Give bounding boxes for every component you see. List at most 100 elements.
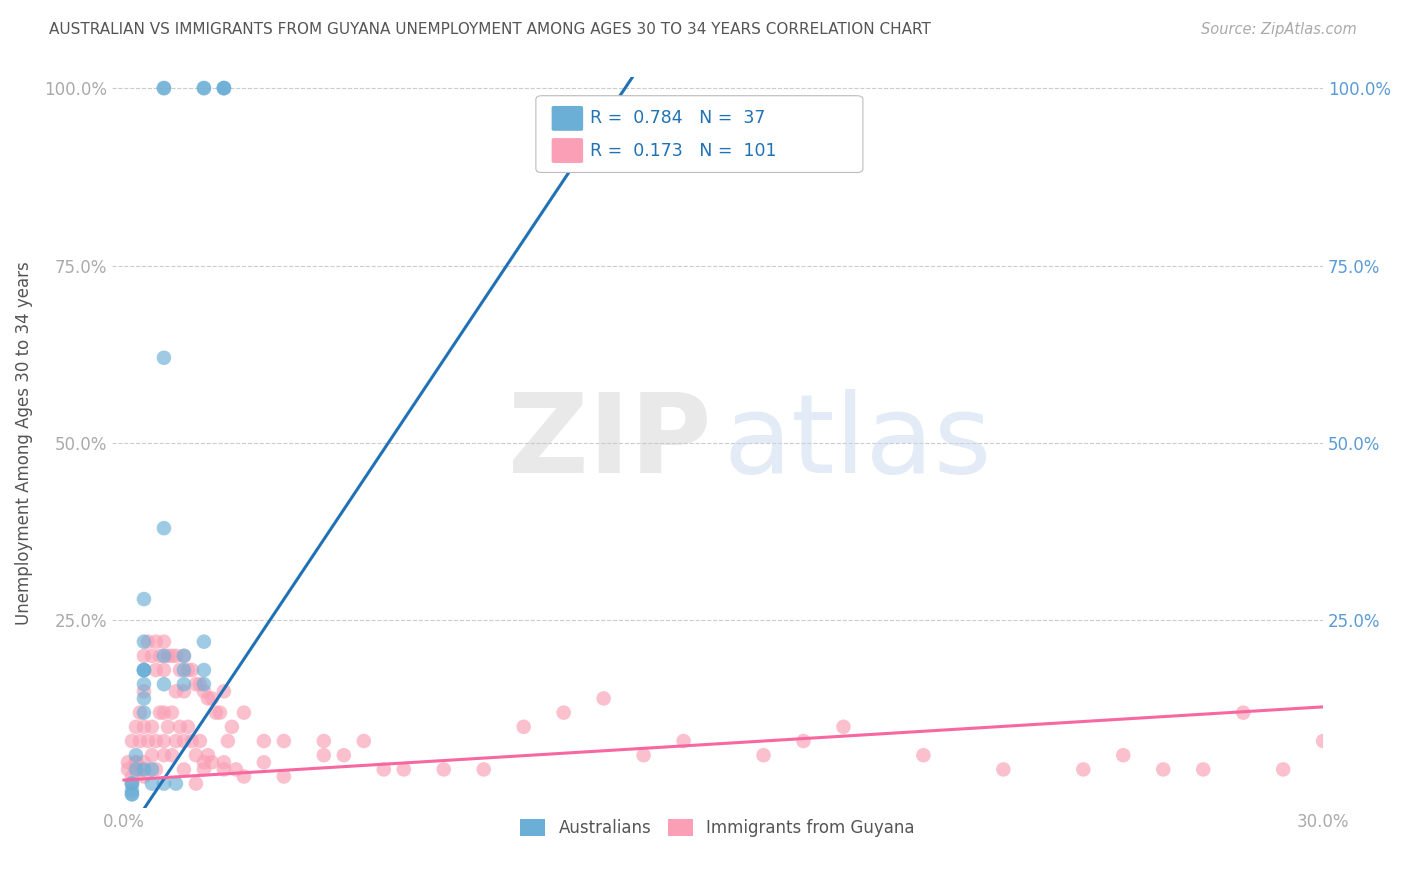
Point	[121, 776, 143, 790]
Point	[193, 756, 215, 770]
Point	[145, 634, 167, 648]
Point	[993, 763, 1015, 777]
Point	[173, 648, 195, 663]
Point	[333, 748, 356, 763]
Point	[312, 734, 335, 748]
Point	[141, 720, 163, 734]
Point	[180, 734, 202, 748]
Point	[153, 521, 176, 535]
Point	[221, 720, 243, 734]
Point	[792, 734, 814, 748]
Point	[253, 734, 276, 748]
Point	[149, 648, 172, 663]
Point	[212, 81, 235, 95]
Point	[184, 748, 207, 763]
Point	[132, 663, 155, 677]
FancyBboxPatch shape	[551, 138, 583, 163]
Point	[193, 634, 215, 648]
Point	[121, 776, 143, 790]
Point	[212, 81, 235, 95]
Point	[141, 748, 163, 763]
Point	[193, 81, 215, 95]
Point	[165, 648, 187, 663]
Point	[177, 663, 200, 677]
Point	[193, 684, 215, 698]
FancyBboxPatch shape	[551, 106, 583, 131]
Point	[173, 677, 195, 691]
Point	[121, 770, 143, 784]
Point	[201, 691, 224, 706]
Point	[193, 663, 215, 677]
Point	[132, 706, 155, 720]
Text: Source: ZipAtlas.com: Source: ZipAtlas.com	[1201, 22, 1357, 37]
Point	[193, 81, 215, 95]
Point	[132, 720, 155, 734]
Point	[633, 748, 655, 763]
Point	[132, 763, 155, 777]
Point	[197, 748, 219, 763]
Point	[132, 648, 155, 663]
Point	[145, 663, 167, 677]
Point	[592, 691, 614, 706]
Text: AUSTRALIAN VS IMMIGRANTS FROM GUYANA UNEMPLOYMENT AMONG AGES 30 TO 34 YEARS CORR: AUSTRALIAN VS IMMIGRANTS FROM GUYANA UNE…	[49, 22, 931, 37]
Point	[188, 734, 211, 748]
Point	[201, 756, 224, 770]
Point	[169, 663, 191, 677]
Point	[153, 748, 176, 763]
Point	[392, 763, 415, 777]
Legend: Australians, Immigrants from Guyana: Australians, Immigrants from Guyana	[513, 813, 921, 844]
Point	[173, 684, 195, 698]
Point	[232, 706, 254, 720]
Point	[153, 81, 176, 95]
Point	[180, 663, 202, 677]
Point	[1112, 748, 1135, 763]
Point	[136, 634, 159, 648]
Point	[1071, 763, 1094, 777]
Point	[153, 634, 176, 648]
Point	[160, 706, 183, 720]
Point	[117, 763, 139, 777]
Point	[1232, 706, 1254, 720]
Point	[433, 763, 456, 777]
Point	[132, 634, 155, 648]
Point	[132, 691, 155, 706]
Point	[832, 720, 855, 734]
Point	[353, 734, 375, 748]
Point	[129, 706, 152, 720]
Point	[184, 677, 207, 691]
Point	[217, 734, 239, 748]
Point	[173, 734, 195, 748]
Point	[153, 706, 176, 720]
Text: atlas: atlas	[724, 390, 993, 497]
Point	[125, 763, 148, 777]
Point	[160, 648, 183, 663]
Point	[132, 592, 155, 607]
Point	[273, 770, 295, 784]
Point	[212, 763, 235, 777]
Point	[184, 776, 207, 790]
Point	[1152, 763, 1174, 777]
Point	[125, 748, 148, 763]
Point	[1312, 734, 1334, 748]
Point	[153, 776, 176, 790]
Point	[373, 763, 395, 777]
Point	[153, 81, 176, 95]
Point	[132, 663, 155, 677]
Point	[1192, 763, 1215, 777]
Point	[149, 706, 172, 720]
Point	[672, 734, 695, 748]
Point	[512, 720, 534, 734]
Point	[232, 770, 254, 784]
Point	[117, 756, 139, 770]
Point	[253, 756, 276, 770]
Point	[125, 756, 148, 770]
Point	[121, 734, 143, 748]
Point	[165, 776, 187, 790]
Point	[193, 763, 215, 777]
Point	[156, 720, 179, 734]
Point	[165, 734, 187, 748]
Point	[156, 648, 179, 663]
Point	[212, 756, 235, 770]
Point	[177, 720, 200, 734]
Point	[121, 783, 143, 797]
